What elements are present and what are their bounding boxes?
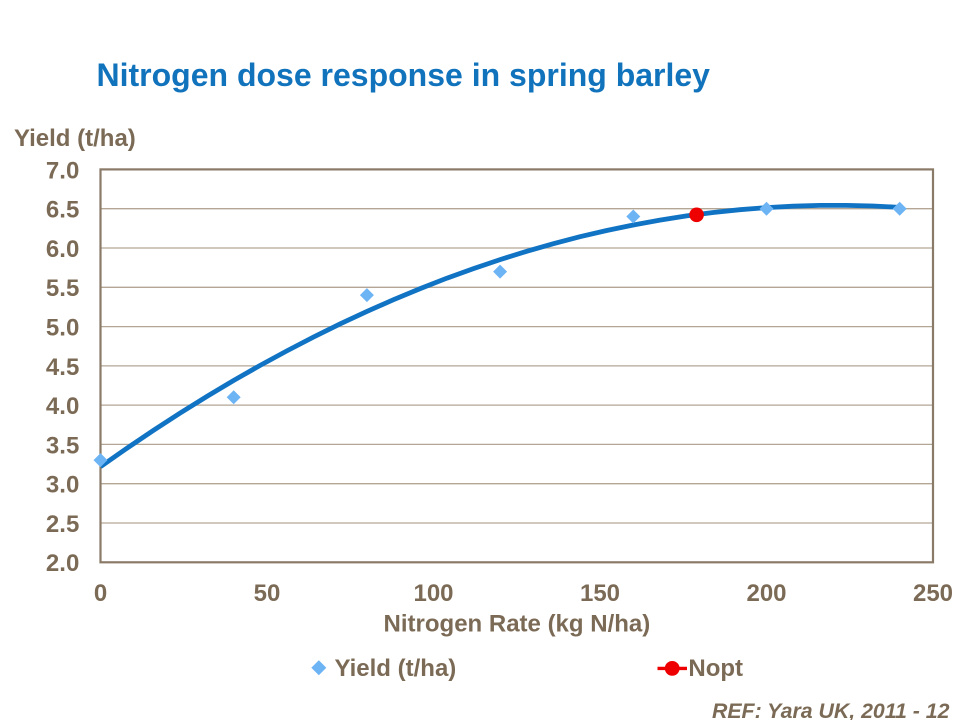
svg-text:7.0: 7.0 (46, 157, 79, 184)
svg-text:Nopt: Nopt (688, 655, 743, 682)
svg-text:4.5: 4.5 (46, 354, 79, 381)
svg-text:6.0: 6.0 (46, 236, 79, 263)
svg-text:2.0: 2.0 (46, 550, 79, 577)
svg-text:150: 150 (580, 580, 620, 607)
svg-text:6.5: 6.5 (46, 197, 79, 224)
svg-text:REF: Yara UK, 2011 - 12: REF: Yara UK, 2011 - 12 (712, 699, 950, 720)
svg-text:3.0: 3.0 (46, 472, 79, 499)
svg-text:0: 0 (94, 580, 107, 607)
svg-text:Nitrogen Rate (kg N/ha): Nitrogen Rate (kg N/ha) (384, 611, 651, 638)
svg-text:250: 250 (913, 580, 953, 607)
svg-text:50: 50 (254, 580, 281, 607)
svg-text:5.0: 5.0 (46, 315, 79, 342)
svg-text:4.0: 4.0 (46, 393, 79, 420)
svg-text:5.5: 5.5 (46, 275, 79, 302)
svg-text:200: 200 (746, 580, 786, 607)
svg-text:2.5: 2.5 (46, 511, 79, 538)
svg-text:3.5: 3.5 (46, 432, 79, 459)
svg-text:Nitrogen dose response in spri: Nitrogen dose response in spring barley (97, 57, 711, 93)
svg-text:Yield (t/ha): Yield (t/ha) (14, 125, 136, 152)
svg-text:Yield (t/ha): Yield (t/ha) (335, 655, 457, 682)
svg-text:100: 100 (413, 580, 453, 607)
